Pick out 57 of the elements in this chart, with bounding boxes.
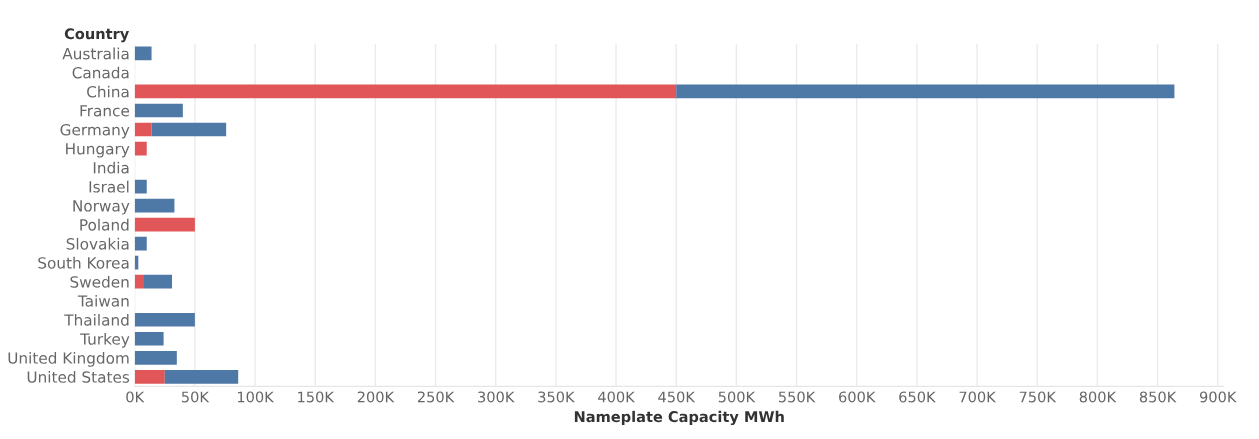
x-tick-label: 900K: [1199, 391, 1237, 403]
y-tick-label: Germany: [60, 123, 130, 139]
y-tick-label: Poland: [80, 218, 129, 231]
x-tick-label: 700K: [959, 391, 997, 403]
bar: [676, 84, 1175, 99]
bar: [134, 198, 175, 213]
y-tick-label: Norway: [73, 200, 130, 215]
x-tick-label: 200K: [357, 391, 395, 403]
x-tick-label: 750K: [1019, 391, 1057, 403]
y-tick-label: South Korea: [38, 256, 129, 269]
x-tick-label: 850K: [1139, 391, 1177, 403]
x-tick-label: 150K: [298, 391, 335, 403]
x-tick-label: 550K: [778, 391, 816, 403]
bar: [134, 46, 152, 61]
bar: [143, 274, 173, 289]
x-axis-title: Nameplate Capacity MWh: [574, 410, 784, 426]
bar: [134, 84, 677, 99]
bar: [134, 350, 177, 365]
y-tick-label: Slovakia: [66, 237, 129, 250]
bar: [134, 369, 165, 384]
y-tick-label: France: [80, 105, 130, 117]
x-tick-label: 0K: [126, 391, 145, 403]
bar: [134, 312, 195, 327]
bar: [134, 179, 147, 194]
y-tick-label: Taiwan: [77, 294, 129, 307]
x-tick-label: 500K: [718, 391, 756, 403]
y-tick-label: India: [93, 161, 129, 174]
x-tick-label: 800K: [1079, 391, 1117, 403]
bar: [164, 369, 239, 384]
x-tick-label: 600K: [839, 391, 876, 403]
bar: [151, 122, 227, 137]
x-tick-label: 650K: [899, 391, 936, 403]
bar: [134, 122, 152, 137]
bar: [134, 141, 147, 156]
y-tick-label: United Kingdom: [8, 351, 129, 367]
x-tick-label: 400K: [598, 391, 636, 403]
y-tick-label: Sweden: [70, 275, 129, 288]
y-tick-label: Israel: [89, 180, 129, 193]
bar: [134, 217, 195, 232]
y-tick-label: United States: [27, 371, 130, 383]
y-tick-label: Australia: [62, 47, 129, 60]
y-tick-label: Thailand: [64, 313, 129, 326]
y-tick-label: Turkey: [80, 332, 130, 348]
x-tick-label: 350K: [538, 391, 575, 403]
x-tick-label: 250K: [417, 391, 455, 403]
y-tick-label: Hungary: [66, 143, 130, 158]
bar: [134, 103, 183, 118]
y-tick-label: China: [87, 85, 129, 98]
y-axis-title: Country: [64, 28, 130, 43]
x-tick-label: 50K: [181, 391, 210, 403]
bar: [134, 236, 147, 251]
bar: [134, 274, 144, 289]
y-tick-label: Canada: [72, 66, 129, 79]
x-tick-label: 300K: [478, 391, 515, 403]
x-tick-label: 100K: [237, 391, 275, 403]
x-tick-label: 450K: [658, 391, 696, 403]
bar: [134, 331, 164, 346]
